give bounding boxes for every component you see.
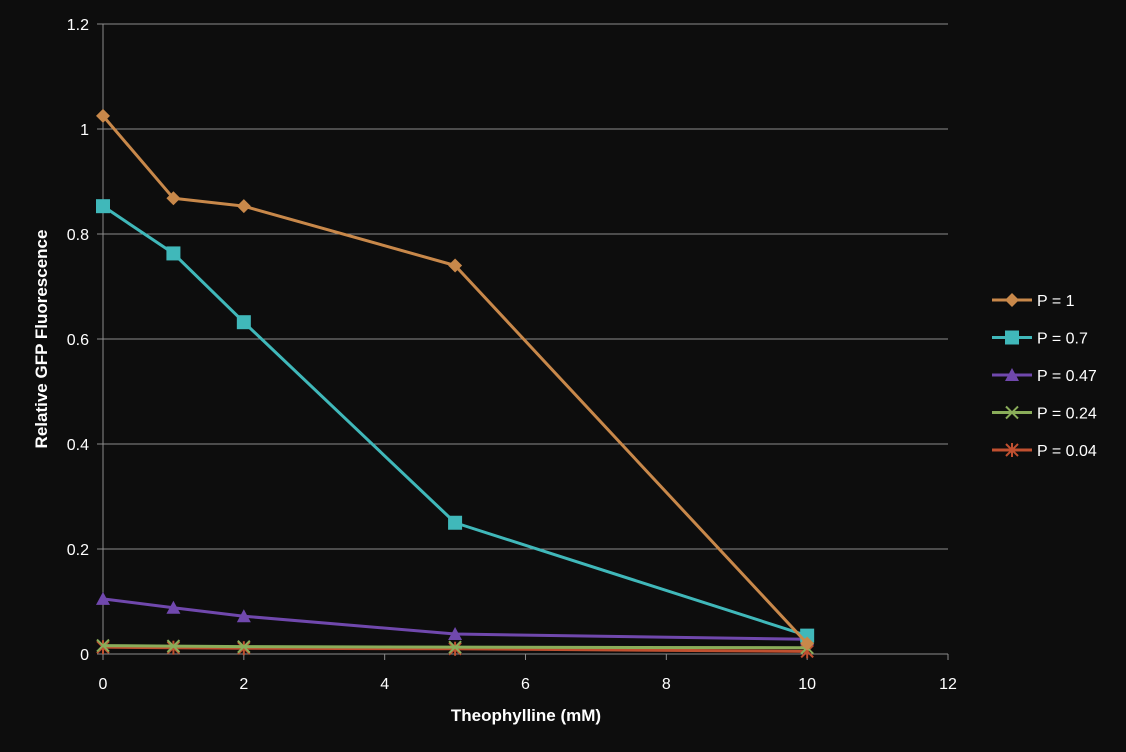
series-p-0-47 [96, 591, 815, 646]
data-point [236, 199, 251, 214]
y-tick-label: 0.4 [67, 437, 89, 454]
data-point [448, 627, 463, 641]
axes: 0 0.2 0.4 0.6 0.8 1 1.2 0 2 4 6 8 10 12 [67, 17, 957, 693]
legend-label: P = 0.47 [1037, 368, 1097, 385]
y-tick-label: 1.2 [67, 17, 89, 34]
marker-stroke [166, 639, 181, 653]
x-tick-label: 8 [662, 676, 671, 693]
x-tick-label: 2 [239, 676, 248, 693]
data-point [96, 199, 110, 214]
legend-item: P = 1 [992, 293, 1075, 310]
data-point [166, 639, 181, 653]
legend-item: P = 0.24 [992, 406, 1097, 423]
y-axis-title: Relative GFP Fluorescence [32, 230, 51, 449]
legend-marker [1005, 405, 1019, 420]
y-tick-label: 0.6 [67, 332, 89, 349]
legend-label: P = 0.7 [1037, 331, 1088, 348]
data-point [96, 591, 110, 605]
data-point [448, 640, 462, 654]
legend-marker [1005, 330, 1019, 345]
legend-item: P = 0.7 [992, 330, 1088, 348]
legend-marker [1005, 293, 1019, 307]
data-point [448, 258, 463, 273]
data-point [166, 640, 181, 655]
legend-marker [1005, 443, 1019, 457]
legend-item: P = 0.47 [992, 368, 1097, 385]
x-axis-title: Theophylline (mM) [451, 706, 601, 725]
legend: P = 1 P = 0.7 P = 0.47 P = 0.24 P = 0.04 [992, 293, 1097, 460]
y-tick-label: 0.2 [67, 542, 89, 559]
legend-marker [1005, 368, 1019, 381]
x-tick-label: 0 [99, 676, 108, 693]
marker-stroke [448, 640, 462, 654]
legend-label: P = 0.04 [1037, 443, 1097, 460]
data-point [800, 636, 815, 651]
data-point [166, 246, 181, 261]
data-point [96, 638, 110, 653]
data-point [166, 600, 181, 614]
series-line [101, 114, 809, 645]
marker-stroke [1005, 405, 1019, 420]
legend-label: P = 0.24 [1037, 406, 1097, 423]
series-p-0-7 [96, 199, 815, 643]
data-point [448, 515, 463, 530]
marker-stroke [96, 638, 110, 653]
data-point [96, 108, 110, 123]
series-p-1 [96, 108, 815, 651]
y-tick-label: 1 [80, 122, 89, 139]
y-tick-label: 0.8 [67, 227, 89, 244]
data-point [236, 315, 251, 330]
x-tick-label: 10 [798, 676, 816, 693]
gridlines [103, 23, 948, 550]
x-tick-label: 12 [939, 676, 957, 693]
data-point [448, 641, 462, 656]
y-tick-label: 0 [80, 647, 89, 664]
data-point [237, 639, 251, 654]
legend-item: P = 0.04 [992, 443, 1097, 460]
series-lines [96, 108, 815, 659]
x-tick-label: 4 [380, 676, 389, 693]
data-point [96, 640, 110, 655]
series-p-0-04 [96, 640, 814, 659]
data-point [236, 609, 251, 623]
marker-stroke [237, 639, 251, 654]
data-point [166, 191, 181, 206]
data-point [237, 641, 251, 656]
x-tick-label: 6 [521, 676, 530, 693]
legend-label: P = 1 [1037, 293, 1075, 310]
